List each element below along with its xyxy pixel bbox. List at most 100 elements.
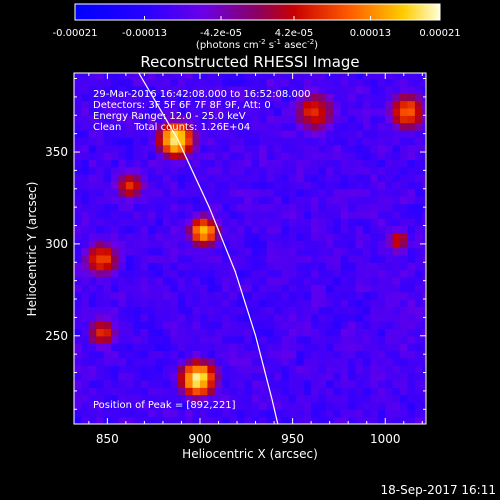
heatmap-cell <box>348 196 357 205</box>
heatmap-cell <box>118 100 127 109</box>
heatmap-cell <box>170 247 179 256</box>
heatmap-cell <box>355 276 364 285</box>
heatmap-cell <box>81 335 90 344</box>
heatmap-cell <box>170 365 179 374</box>
heatmap-cell <box>392 291 401 300</box>
heatmap-cell <box>148 152 157 160</box>
heatmap-cell <box>140 409 149 418</box>
heatmap-cell <box>318 365 327 374</box>
heatmap-cell <box>303 372 312 381</box>
heatmap-cell <box>148 387 157 396</box>
heatmap-cell <box>400 254 409 263</box>
heatmap-cell <box>185 291 194 300</box>
heatmap-cell <box>125 262 134 271</box>
heatmap-cell <box>148 284 157 293</box>
heatmap-cell <box>311 394 320 403</box>
heatmap-cell <box>303 188 312 197</box>
heatmap-cell <box>400 188 409 197</box>
heatmap-cell <box>133 144 142 153</box>
heatmap-cell <box>281 306 290 315</box>
heatmap-cell <box>251 159 260 168</box>
heatmap-cell <box>385 196 394 205</box>
heatmap-cell <box>414 262 423 271</box>
heatmap-cell <box>340 262 349 271</box>
heatmap-cell <box>111 365 120 374</box>
heatmap-cell <box>318 181 327 190</box>
heatmap-cell <box>363 328 372 337</box>
heatmap-cell <box>407 137 416 146</box>
heatmap-cell <box>377 247 386 256</box>
heatmap-cell <box>414 225 423 234</box>
heatmap-cell <box>355 416 364 424</box>
heatmap-cell <box>214 262 223 271</box>
heatmap-cell <box>222 174 231 183</box>
heatmap-cell <box>385 321 394 330</box>
heatmap-cell <box>199 93 208 102</box>
heatmap-cell <box>370 188 379 197</box>
heatmap-cell <box>363 372 372 381</box>
heatmap-cell <box>96 100 105 109</box>
heatmap-cell <box>111 372 120 381</box>
heatmap-cell <box>274 254 283 263</box>
heatmap-cell <box>333 115 342 124</box>
heatmap-cell <box>244 115 253 124</box>
heatmap-cell <box>74 137 83 146</box>
heatmap-cell <box>162 166 171 175</box>
heatmap-cell <box>81 306 90 315</box>
heatmap-cell <box>325 379 334 388</box>
heatmap-cell <box>422 100 426 109</box>
heatmap-cell <box>296 93 305 102</box>
heatmap-cell <box>74 387 83 396</box>
heatmap-cell <box>274 210 283 219</box>
heatmap-cell <box>288 203 297 212</box>
heatmap-cell <box>185 394 194 403</box>
heatmap-cell <box>207 218 216 227</box>
heatmap-cell <box>155 379 164 388</box>
heatmap-cell <box>155 401 164 410</box>
heatmap-cell <box>333 387 342 396</box>
heatmap-cell <box>185 129 194 138</box>
heatmap-cell <box>88 166 97 175</box>
heatmap-cell <box>170 291 179 300</box>
heatmap-cell <box>318 254 327 263</box>
heatmap-cell <box>363 159 372 168</box>
heatmap-cell <box>170 254 179 263</box>
heatmap-cell <box>266 409 275 418</box>
heatmap-cell <box>96 73 105 80</box>
heatmap-cell <box>148 394 157 403</box>
heatmap-cell <box>244 210 253 219</box>
heatmap-cell <box>118 115 127 124</box>
heatmap-cell <box>140 152 149 160</box>
heatmap-cell <box>125 73 134 80</box>
heatmap-cell <box>370 166 379 175</box>
chart-title: Reconstructed RHESSI Image <box>140 53 359 71</box>
heatmap-cell <box>281 240 290 249</box>
heatmap-cell <box>251 269 260 278</box>
heatmap-cell <box>162 262 171 271</box>
heatmap-cell <box>348 299 357 307</box>
heatmap-cell <box>237 335 246 344</box>
heatmap-cell <box>88 247 97 256</box>
heatmap-cell <box>133 78 142 87</box>
heatmap-cell <box>162 129 171 138</box>
heatmap-cell <box>318 196 327 205</box>
heatmap-cell <box>340 159 349 168</box>
heatmap-cell <box>377 174 386 183</box>
heatmap-cell <box>162 416 171 424</box>
heatmap-cell <box>111 181 120 190</box>
heatmap-cell <box>207 343 216 352</box>
heatmap-cell <box>385 387 394 396</box>
heatmap-cell <box>318 85 327 94</box>
heatmap-cell <box>274 247 283 256</box>
heatmap-cell <box>303 357 312 366</box>
heatmap-cell <box>363 335 372 344</box>
heatmap-cell <box>199 335 208 344</box>
solar-limb-line <box>138 73 279 424</box>
heatmap-cell <box>185 181 194 190</box>
heatmap-cell <box>303 321 312 330</box>
heatmap-cell <box>414 100 423 109</box>
heatmap-cell <box>103 232 112 241</box>
heatmap-cell <box>74 93 83 102</box>
heatmap-cell <box>222 137 231 146</box>
heatmap-cell <box>392 247 401 256</box>
